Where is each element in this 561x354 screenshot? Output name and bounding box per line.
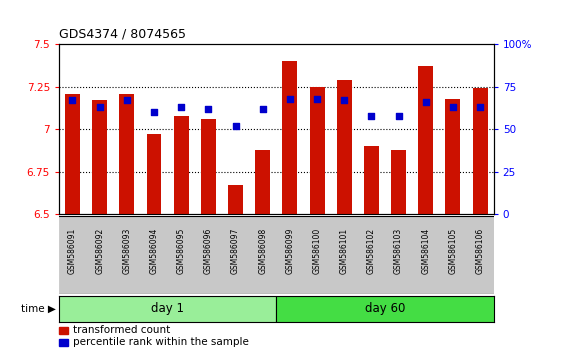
Point bbox=[340, 97, 349, 103]
Bar bbox=[358, 216, 385, 294]
Text: GSM586096: GSM586096 bbox=[204, 228, 213, 274]
Text: GSM586091: GSM586091 bbox=[68, 228, 77, 274]
Bar bbox=[282, 61, 297, 214]
Text: GSM586102: GSM586102 bbox=[367, 228, 376, 274]
Text: GSM586097: GSM586097 bbox=[231, 228, 240, 274]
Bar bbox=[113, 216, 140, 294]
Point bbox=[476, 104, 485, 110]
Text: GSM586103: GSM586103 bbox=[394, 228, 403, 274]
Text: day 1: day 1 bbox=[151, 302, 184, 315]
Bar bbox=[59, 327, 68, 333]
Text: GSM586101: GSM586101 bbox=[340, 228, 349, 274]
Point bbox=[68, 97, 77, 103]
Point bbox=[177, 104, 186, 110]
Point bbox=[421, 99, 430, 105]
Text: GSM586104: GSM586104 bbox=[421, 228, 430, 274]
Bar bbox=[472, 88, 488, 214]
Bar bbox=[146, 134, 162, 214]
Text: GSM586098: GSM586098 bbox=[258, 228, 267, 274]
Bar bbox=[255, 150, 270, 214]
Bar bbox=[391, 150, 406, 214]
Bar bbox=[119, 93, 134, 214]
Bar bbox=[65, 93, 80, 214]
Bar bbox=[59, 296, 276, 322]
Text: GSM586105: GSM586105 bbox=[448, 228, 457, 274]
Bar bbox=[310, 87, 324, 214]
Bar bbox=[59, 216, 86, 294]
Point bbox=[286, 96, 295, 102]
Bar bbox=[201, 119, 216, 214]
Text: GDS4374 / 8074565: GDS4374 / 8074565 bbox=[59, 28, 186, 41]
Text: GSM586099: GSM586099 bbox=[286, 228, 295, 274]
Text: GSM586094: GSM586094 bbox=[150, 228, 159, 274]
Bar bbox=[222, 216, 249, 294]
Bar bbox=[92, 100, 107, 214]
Point bbox=[95, 104, 104, 110]
Point bbox=[448, 104, 457, 110]
Text: time ▶: time ▶ bbox=[21, 304, 56, 314]
Point bbox=[150, 109, 159, 115]
Bar bbox=[364, 146, 379, 214]
Bar bbox=[419, 66, 433, 214]
Bar bbox=[195, 216, 222, 294]
Text: percentile rank within the sample: percentile rank within the sample bbox=[73, 337, 249, 348]
Point bbox=[122, 97, 131, 103]
Text: transformed count: transformed count bbox=[73, 325, 170, 335]
Point bbox=[312, 96, 321, 102]
Bar bbox=[304, 216, 330, 294]
Point bbox=[204, 106, 213, 112]
Bar bbox=[337, 80, 352, 214]
Bar bbox=[168, 216, 195, 294]
Point bbox=[231, 123, 240, 129]
Bar bbox=[86, 216, 113, 294]
Bar bbox=[467, 216, 494, 294]
Bar bbox=[330, 216, 358, 294]
Text: day 60: day 60 bbox=[365, 302, 405, 315]
Bar bbox=[439, 216, 467, 294]
Text: GSM586092: GSM586092 bbox=[95, 228, 104, 274]
Bar bbox=[59, 339, 68, 346]
Bar bbox=[249, 216, 276, 294]
Bar bbox=[228, 185, 243, 214]
Bar bbox=[445, 99, 461, 214]
Bar bbox=[276, 296, 494, 322]
Text: GSM586095: GSM586095 bbox=[177, 228, 186, 274]
Point bbox=[394, 113, 403, 119]
Bar bbox=[174, 116, 188, 214]
Point bbox=[367, 113, 376, 119]
Text: GSM586106: GSM586106 bbox=[476, 228, 485, 274]
Bar bbox=[276, 216, 304, 294]
Bar bbox=[140, 216, 168, 294]
Bar bbox=[385, 216, 412, 294]
Point bbox=[258, 106, 267, 112]
Text: GSM586093: GSM586093 bbox=[122, 228, 131, 274]
Bar bbox=[412, 216, 439, 294]
Text: GSM586100: GSM586100 bbox=[312, 228, 321, 274]
